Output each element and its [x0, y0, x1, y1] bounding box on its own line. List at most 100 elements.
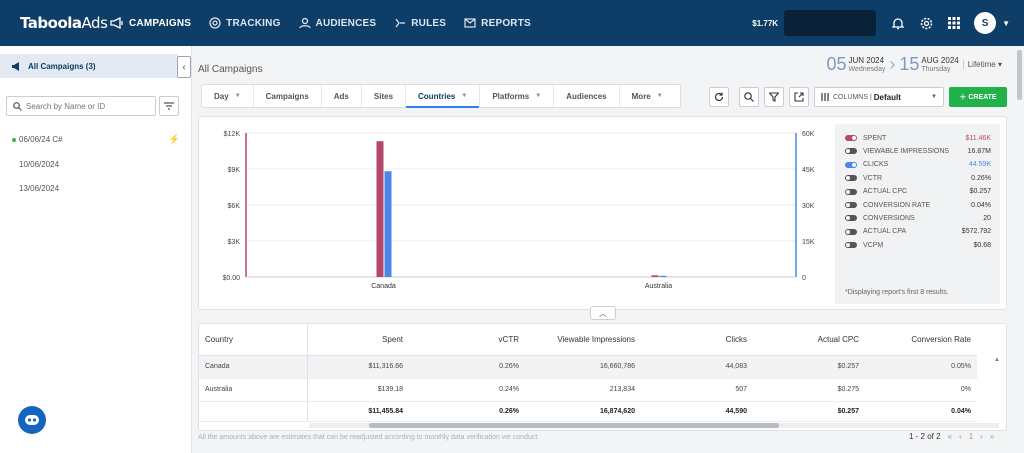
page-scrollbar[interactable]	[1017, 50, 1022, 100]
table-vertical-scrollbar[interactable]: ▲	[994, 357, 1000, 363]
table-row[interactable]: Australia $139.18 0.24% 213,834 507 $0.2…	[199, 378, 977, 402]
refresh-icon	[714, 92, 724, 102]
metrics-legend: Spent $11.46K Viewable Impressions 16.87M Cl…	[835, 124, 1000, 304]
date-range-picker[interactable]: 05 JUN 2024 Wednesday › 15 AUG 2024 Thur…	[826, 54, 1002, 74]
y-left-tick-label: $12K	[224, 131, 241, 138]
prev-page-icon[interactable]: ‹	[959, 432, 962, 441]
campaign-item[interactable]: 10/06/2024	[19, 160, 60, 169]
taboola-ads-logo[interactable]: TaboolaAds	[20, 14, 108, 32]
legend-value: $11.46K	[965, 134, 991, 142]
legend-note: *Displaying report's first 8 results.	[845, 289, 949, 296]
legend-value: 44.59K	[968, 161, 991, 169]
next-page-icon[interactable]: ›	[980, 432, 983, 441]
legend-item-vctr[interactable]: vCTR 0.26%	[845, 172, 991, 184]
column-header-spent[interactable]: Spent	[307, 324, 409, 356]
first-page-icon[interactable]: «	[947, 432, 953, 441]
collapse-chart-button[interactable]: ︿	[590, 306, 616, 320]
tab-ads[interactable]: Ads	[322, 85, 362, 107]
toggle-switch[interactable]	[845, 135, 857, 141]
nav-audiences[interactable]: AUDIENCES	[298, 0, 377, 46]
campaign-item[interactable]: 06/06/24 C# ⚡	[12, 134, 184, 144]
all-campaigns-header[interactable]: All Campaigns (3)	[0, 54, 178, 78]
y-right-tick-label: 60K	[802, 131, 815, 138]
sidebar-filter-button[interactable]	[159, 96, 179, 116]
apps-grid-icon[interactable]	[946, 15, 962, 31]
account-selector[interactable]	[784, 10, 877, 36]
column-header-country[interactable]: Country	[199, 324, 308, 356]
legend-label: vCTR	[863, 174, 883, 182]
tab-more[interactable]: More ▼	[631, 91, 663, 101]
columns-preset-select[interactable]: COLUMNS | Default ▼	[814, 87, 944, 107]
legend-item-vcpm[interactable]: vCPM $0.68	[845, 239, 991, 251]
legend-label: Conversions	[863, 214, 915, 222]
bar-clicks-australia	[659, 275, 667, 277]
toggle-switch[interactable]	[845, 202, 857, 208]
y-left-tick-label: $9K	[228, 167, 241, 174]
legend-item-conversion-rate[interactable]: Conversion Rate 0.04%	[845, 199, 991, 211]
nav-rules[interactable]: RULES	[394, 0, 446, 46]
legend-item-conversions[interactable]: Conversions 20	[845, 212, 991, 224]
legend-value: $0.257	[969, 188, 991, 196]
table-row[interactable]: Canada $11,316.66 0.26% 16,660,786 44,08…	[199, 355, 977, 379]
toggle-switch[interactable]	[845, 148, 857, 155]
tab-day[interactable]: Day ▼	[202, 85, 254, 107]
nav-tracking[interactable]: TRACKING	[209, 0, 280, 46]
help-chat-button[interactable]	[18, 406, 46, 434]
active-status-dot	[12, 137, 16, 142]
export-button[interactable]	[789, 87, 809, 107]
legend-item-viewable-impressions[interactable]: Viewable Impressions 16.87M	[845, 145, 991, 157]
column-header-clicks[interactable]: Clicks	[641, 324, 753, 356]
toggle-switch[interactable]	[845, 242, 857, 249]
toggle-switch[interactable]	[845, 161, 857, 168]
chevron-down-icon[interactable]: ▼	[1002, 18, 1010, 28]
nav-campaigns[interactable]: CAMPAIGNS	[110, 0, 191, 46]
legend-item-actual-cpa[interactable]: Actual CPA $572.792	[845, 226, 991, 238]
create-button[interactable]: ＋ CREATE	[949, 87, 1007, 107]
target-icon	[209, 17, 221, 29]
legend-item-spent[interactable]: Spent $11.46K	[845, 132, 991, 144]
legend-item-clicks[interactable]: Clicks 44.59K	[845, 159, 991, 171]
page-number[interactable]: 1	[968, 432, 974, 441]
report-table: Country Spent vCTR Viewable Impressions …	[198, 323, 1007, 431]
y-left-tick-label: $3K	[228, 239, 241, 246]
tab-platforms[interactable]: Platforms ▼	[480, 85, 555, 107]
bell-icon[interactable]	[890, 15, 906, 31]
toggle-switch[interactable]	[845, 228, 857, 235]
campaigns-sidebar: All Campaigns (3) ‹ 06/06/24 C# ⚡ 10/06/…	[0, 46, 192, 453]
page-title: All Campaigns	[198, 64, 263, 75]
legend-label: Viewable Impressions	[863, 147, 950, 155]
campaign-search[interactable]	[6, 96, 156, 116]
tab-sites[interactable]: Sites	[362, 85, 407, 107]
search-button[interactable]	[739, 87, 759, 107]
legend-item-actual-cpc[interactable]: Actual CPC $0.257	[845, 186, 991, 198]
column-header-conversion-rate[interactable]: Conversion Rate	[865, 324, 977, 356]
last-page-icon[interactable]: »	[989, 432, 995, 441]
y-right-tick-label: 0	[802, 275, 806, 282]
column-header-viewable-impressions[interactable]: Viewable Impressions	[525, 324, 641, 356]
nav-reports[interactable]: REPORTS	[464, 0, 531, 46]
toggle-switch[interactable]	[845, 215, 857, 222]
search-input[interactable]	[26, 101, 146, 111]
user-avatar[interactable]: S	[974, 12, 997, 34]
legend-value: 16.87M	[967, 147, 991, 155]
search-icon	[744, 92, 754, 102]
toggle-switch[interactable]	[845, 175, 857, 182]
tab-countries[interactable]: Countries ▼	[406, 85, 481, 108]
range-preset-select[interactable]: Lifetime ▾	[962, 60, 1002, 69]
columns-icon	[821, 93, 829, 101]
gear-icon[interactable]	[918, 15, 934, 31]
megaphone-icon	[12, 61, 19, 71]
x-tick-label: Canada	[371, 283, 396, 290]
toggle-switch[interactable]	[845, 188, 857, 195]
tab-audiences[interactable]: Audiences	[554, 85, 620, 107]
collapse-sidebar-button[interactable]: ‹	[177, 56, 191, 78]
tab-campaigns[interactable]: Campaigns	[254, 85, 322, 107]
estimates-disclaimer: All the amounts above are estimates that…	[198, 434, 540, 441]
column-header-vctr[interactable]: vCTR	[409, 324, 525, 356]
filter-button[interactable]	[764, 87, 784, 107]
refresh-button[interactable]	[709, 87, 729, 107]
table-horizontal-scrollbar[interactable]	[309, 422, 999, 429]
campaign-item[interactable]: 13/06/2024	[19, 184, 60, 193]
column-header-actual-cpc[interactable]: Actual CPC	[753, 324, 865, 356]
rules-icon	[395, 18, 406, 28]
